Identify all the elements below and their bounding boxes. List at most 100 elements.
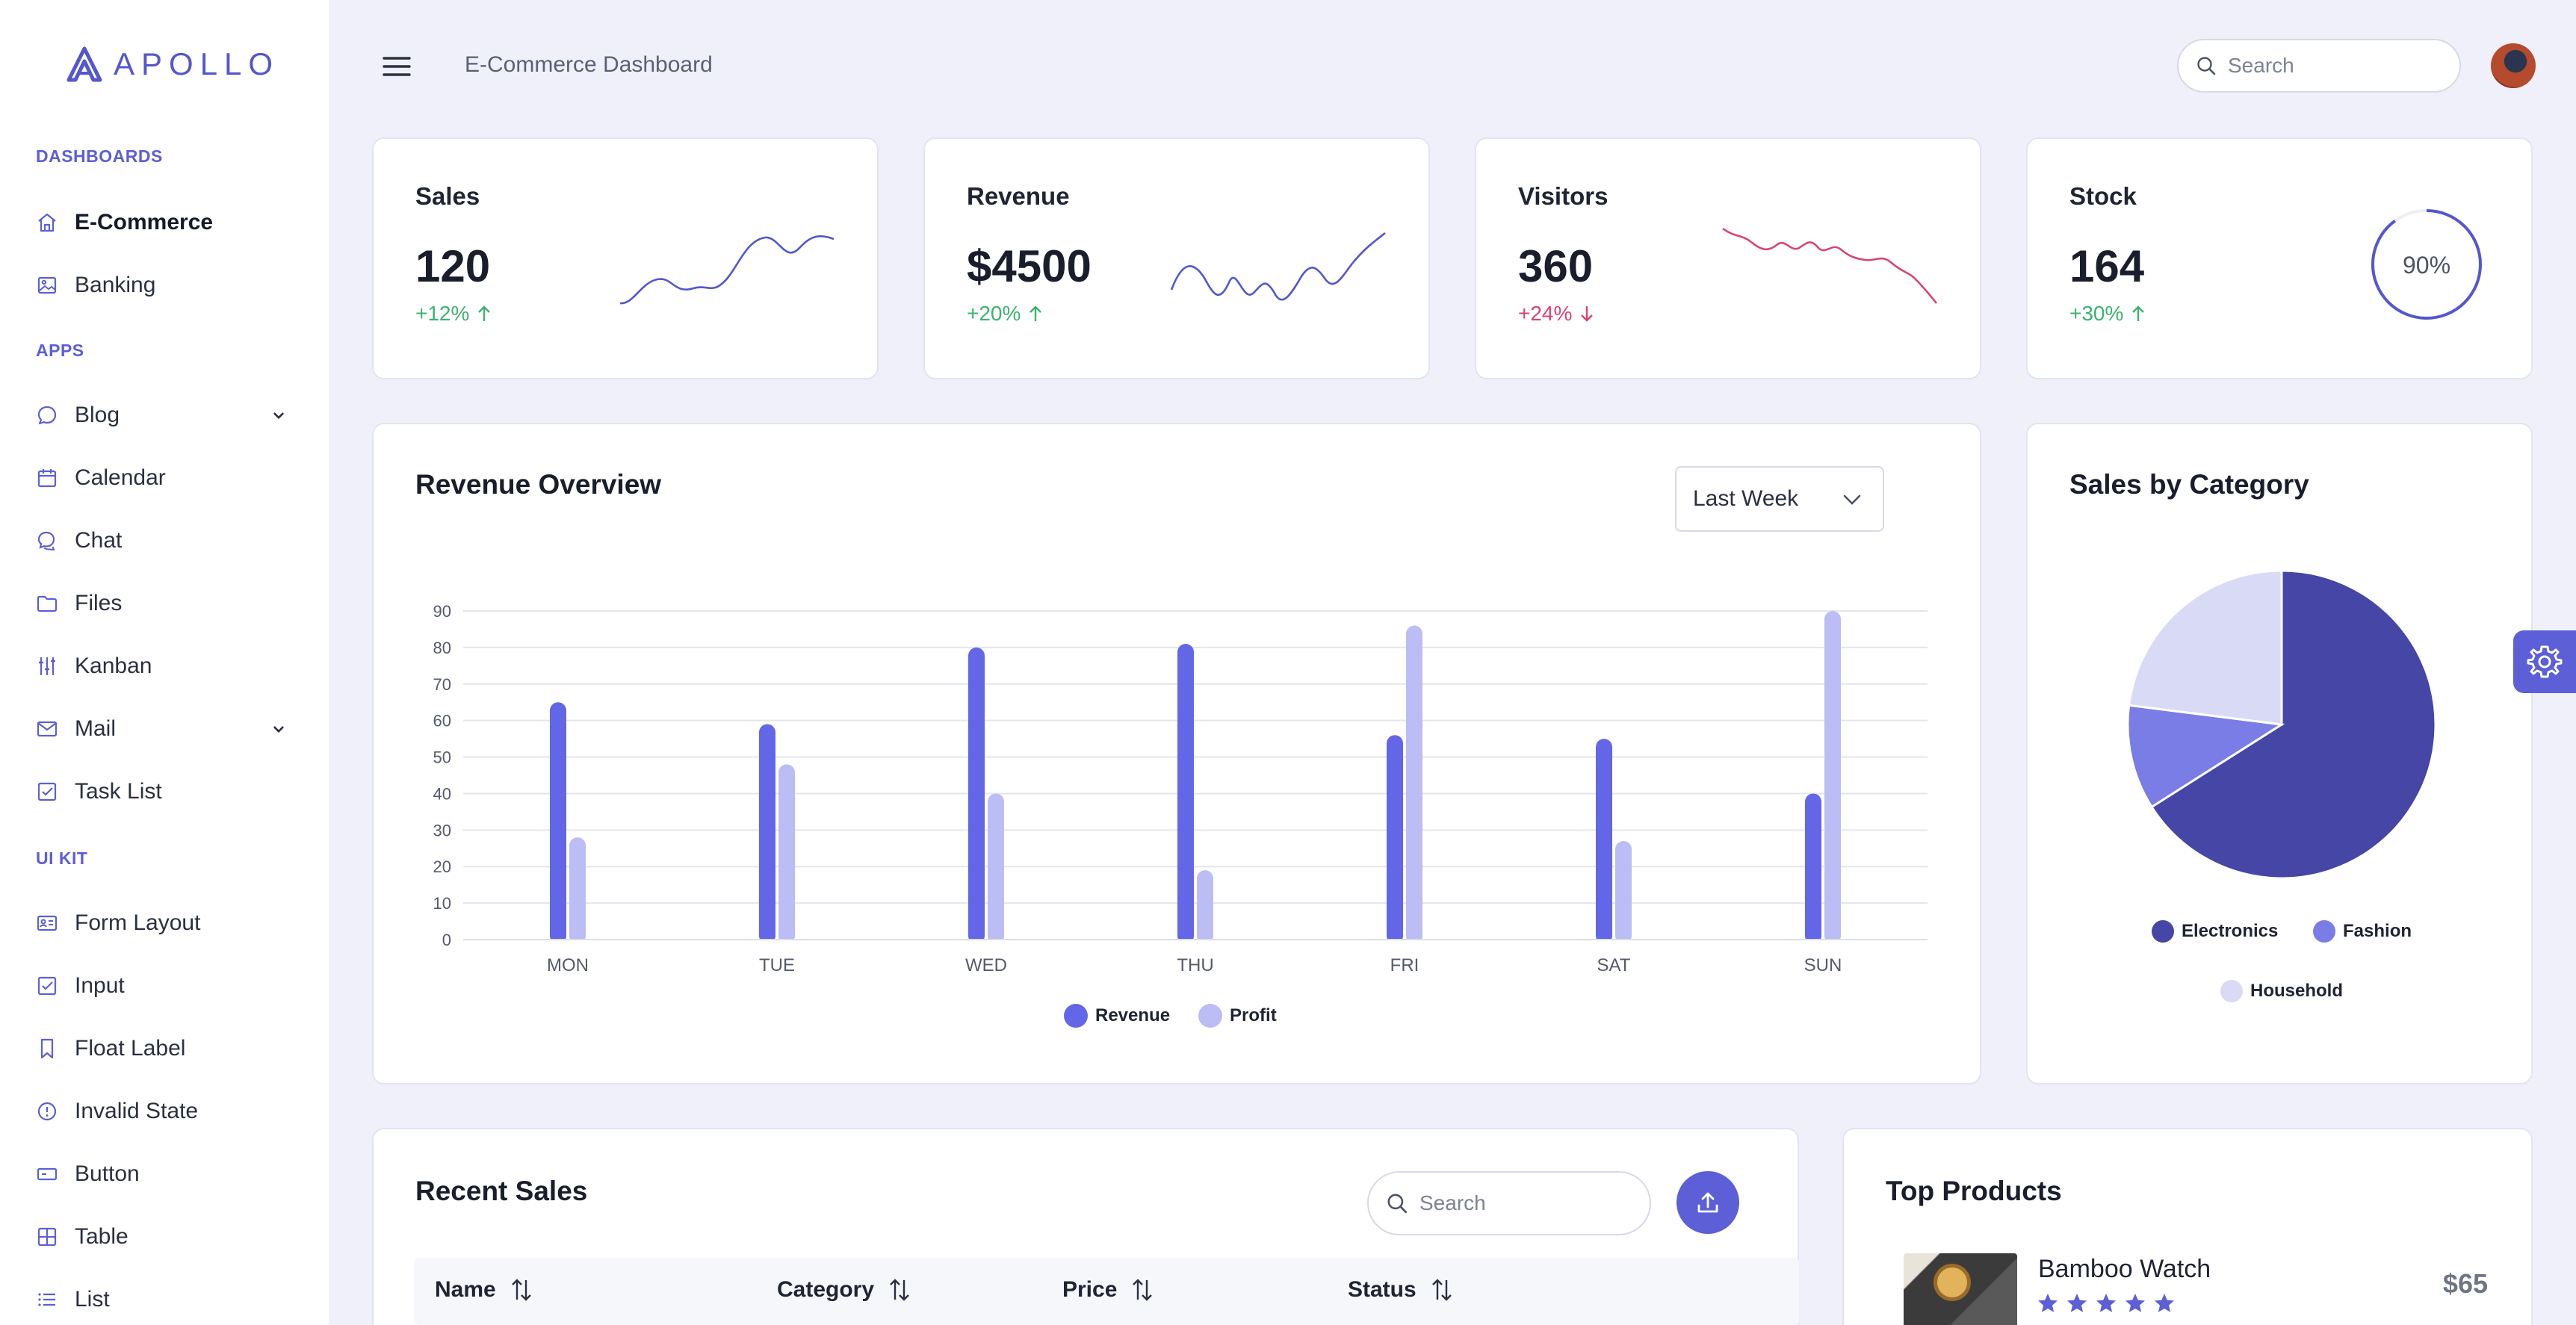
sidebar-item-banking[interactable]: Banking [36, 264, 290, 306]
legend-item-profit[interactable]: Profit [1198, 1004, 1277, 1028]
stat-value: $4500 [967, 241, 1092, 291]
legend-item-fashion[interactable]: Fashion [2313, 920, 2412, 943]
pie-slice-fashion[interactable] [2126, 704, 2285, 809]
stat-change: +20% [967, 302, 1044, 326]
pie-slice-household[interactable] [2127, 569, 2283, 726]
avatar[interactable] [2491, 43, 2536, 88]
product-name: Bamboo Watch [2038, 1255, 2211, 1283]
bar-profit[interactable] [988, 793, 1004, 944]
sidebar-item-button[interactable]: Button [36, 1153, 290, 1195]
stat-change-value: +30% [2069, 302, 2124, 325]
period-dropdown[interactable]: Last Week [1675, 466, 1884, 532]
stat-change: +12% [415, 302, 493, 326]
sidebar-item-list[interactable]: List [36, 1279, 290, 1321]
column-header-status[interactable]: Status [1348, 1277, 1454, 1303]
bar-profit[interactable] [1824, 611, 1841, 944]
bar-profit[interactable] [1615, 841, 1632, 944]
top-search-input[interactable] [2228, 54, 2422, 78]
legend-item-revenue[interactable]: Revenue [1064, 1004, 1170, 1028]
chevron-down-icon[interactable] [267, 405, 290, 427]
sidebar-item-files[interactable]: Files [36, 583, 290, 624]
bar-revenue[interactable] [1387, 735, 1403, 944]
legend-label: Profit [1230, 1005, 1277, 1025]
sidebar-item-blog[interactable]: Blog [36, 394, 290, 436]
recent-sales-card: Recent Sales Name Category Price Status [372, 1128, 1799, 1325]
stat-title: Revenue [967, 182, 1070, 210]
stat-change-value: +12% [415, 302, 470, 325]
legend-label: Household [2250, 981, 2343, 1001]
bar-chart-legend: Revenue Profit [1064, 1004, 1277, 1028]
sidebar-item-input[interactable]: Input [36, 965, 290, 1007]
bar-revenue[interactable] [759, 724, 775, 944]
bar-revenue[interactable] [968, 647, 985, 944]
stat-card-visitors: Visitors 360 +24% [1475, 137, 1981, 379]
export-button[interactable] [1676, 1171, 1739, 1234]
sidebar-item-table[interactable]: Table [36, 1216, 290, 1258]
column-header-price[interactable]: Price [1062, 1277, 1154, 1303]
column-header-name[interactable]: Name [435, 1277, 533, 1303]
recent-sales-search-input[interactable] [1419, 1191, 1614, 1215]
bar-revenue[interactable] [1805, 793, 1821, 944]
table-icon [37, 1227, 57, 1247]
revenue-overview-title: Revenue Overview [415, 469, 662, 500]
bar-revenue[interactable] [1177, 644, 1194, 944]
sidebar-item-form-layout[interactable]: Form Layout [36, 902, 290, 944]
sidebar-item-kanban[interactable]: Kanban [36, 645, 290, 687]
stat-value: 360 [1518, 241, 1594, 291]
legend-item-household[interactable]: Household [2220, 980, 2343, 1002]
legend-label: Electronics [2181, 921, 2279, 941]
pie-slice-electronics[interactable] [2149, 569, 2437, 880]
column-label: Name [435, 1277, 496, 1302]
sidebar-item-float-label[interactable]: Float Label [36, 1028, 290, 1070]
hamburger-menu-icon[interactable] [383, 54, 411, 79]
sidebar: APOLLO DASHBOARDS E-Commerce Banking APP… [0, 0, 329, 1325]
sidebar-item-label: Banking [75, 273, 156, 297]
bar-revenue[interactable] [1596, 739, 1612, 944]
bar-revenue[interactable] [550, 702, 566, 944]
recent-sales-search-box[interactable] [1367, 1171, 1651, 1235]
apollo-logo-icon [66, 46, 102, 82]
sidebar-item-invalid-state[interactable]: Invalid State [36, 1090, 290, 1132]
top-search-box[interactable] [2177, 39, 2461, 93]
star-icon [2096, 1294, 2116, 1312]
sort-icon [1133, 1279, 1153, 1301]
pie-legend: Electronics Fashion [2028, 920, 2536, 948]
column-label: Status [1348, 1277, 1417, 1302]
stat-change: +30% [2069, 302, 2147, 326]
top-products-title: Top Products [1886, 1176, 2062, 1206]
period-dropdown-value: Last Week [1693, 486, 1799, 511]
chevron-down-icon[interactable] [267, 719, 290, 741]
x-tick-label: THU [1177, 955, 1213, 975]
sidebar-item-label: Float Label [75, 1036, 186, 1061]
sort-icon [511, 1279, 531, 1301]
bar-profit[interactable] [778, 764, 795, 944]
column-header-category[interactable]: Category [777, 1277, 911, 1303]
y-tick-label: 70 [433, 675, 451, 694]
sidebar-item-label: Chat [75, 528, 123, 553]
settings-button[interactable] [2513, 630, 2576, 693]
sidebar-item-label: Invalid State [75, 1099, 199, 1123]
upload-icon [1697, 1192, 1718, 1213]
sidebar-item-calendar[interactable]: Calendar [36, 457, 290, 499]
sidebar-item-mail[interactable]: Mail [36, 708, 290, 750]
legend-dot-profit [1198, 1004, 1223, 1028]
recent-sales-title: Recent Sales [415, 1176, 588, 1206]
arrow-up-icon [478, 305, 491, 321]
product-image [1904, 1253, 2017, 1325]
revenue-sparkline [1170, 232, 1386, 301]
stat-change: +24% [1518, 302, 1596, 326]
apollo-logo[interactable]: APOLLO [66, 46, 279, 82]
bar-profit[interactable] [569, 837, 586, 944]
y-tick-label: 60 [433, 712, 451, 730]
sidebar-item-label: Mail [75, 716, 117, 741]
legend-item-electronics[interactable]: Electronics [2151, 920, 2279, 943]
sidebar-item-chat[interactable]: Chat [36, 520, 290, 562]
search-icon [1387, 1194, 1408, 1214]
bar-profit[interactable] [1406, 625, 1422, 944]
chat-icon [37, 531, 55, 551]
bar-profit[interactable] [1197, 870, 1213, 944]
sidebar-item-ecommerce[interactable]: E-Commerce [36, 202, 290, 243]
sidebar-item-label: Form Layout [75, 910, 201, 935]
sidebar-item-label: E-Commerce [75, 210, 214, 235]
sidebar-item-task-list[interactable]: Task List [36, 771, 290, 813]
